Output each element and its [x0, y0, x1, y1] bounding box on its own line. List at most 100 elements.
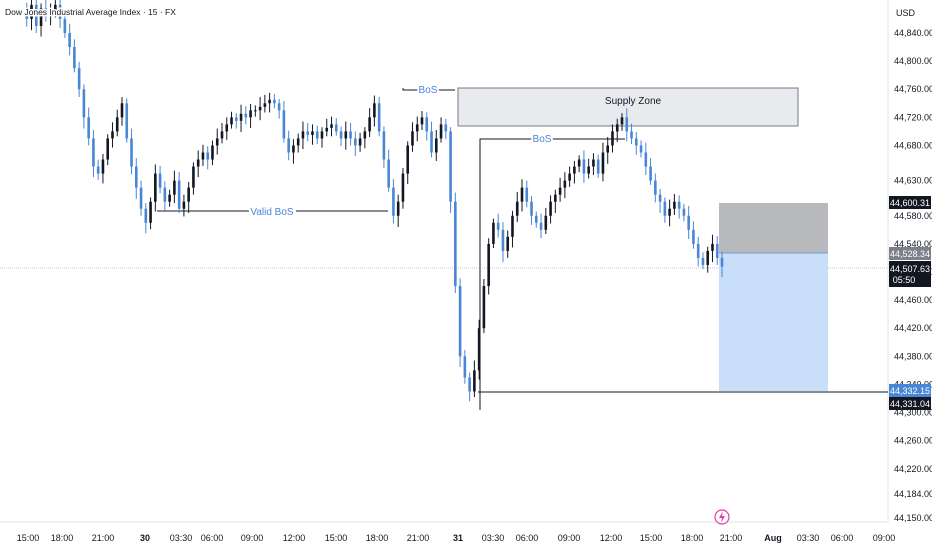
candle-body — [296, 138, 300, 146]
x-tick-label: 09:00 — [873, 533, 896, 543]
candle-body — [77, 68, 81, 90]
y-tick-label: 44,260.00 — [894, 436, 932, 446]
candle-body — [306, 131, 310, 135]
candle-body — [444, 124, 448, 132]
x-tick-label: 12:00 — [600, 533, 623, 543]
take-profit-zone[interactable] — [719, 253, 828, 391]
candle-body — [430, 131, 433, 153]
y-tick-label: 44,300.00 — [894, 408, 932, 418]
candle-body — [463, 356, 467, 378]
candle-body — [368, 117, 371, 132]
candle-body — [530, 201, 533, 216]
candle-body — [39, 8, 43, 26]
y-tick-label: 44,540.00 — [894, 239, 932, 249]
candle-body — [163, 187, 167, 202]
candle-body — [554, 194, 557, 202]
low-price-text: 44,331.04 — [890, 399, 930, 409]
candle-body — [25, 11, 29, 19]
y-tick-label: 44,420.00 — [894, 323, 932, 333]
candle-body — [706, 250, 710, 265]
candle-body — [215, 138, 219, 146]
candle-body — [644, 152, 648, 167]
candle-body — [387, 159, 390, 188]
entry-price-tag[interactable]: 44,528.34 — [889, 247, 931, 260]
low-price-tag[interactable]: 44,331.04 — [889, 397, 931, 410]
candle-body — [334, 124, 338, 132]
candle-body — [415, 124, 419, 132]
x-tick-label: 21:00 — [92, 533, 115, 543]
candle-body — [315, 131, 319, 139]
candle-body — [358, 138, 362, 146]
candle-body — [677, 201, 681, 209]
y-ticks: 44,840.00 44,800.00 44,760.00 44,720.00 44,6… — [894, 28, 932, 523]
bos-line-2[interactable] — [479, 138, 625, 410]
current-price-tag[interactable]: 44,507.63 05:50 — [889, 261, 931, 287]
candle-body — [182, 201, 186, 209]
candle-body — [492, 222, 495, 244]
candle-body — [230, 117, 233, 125]
candle-body — [211, 145, 214, 160]
candle-body — [344, 131, 348, 139]
candle-body — [49, 11, 52, 16]
candle-body — [682, 208, 686, 216]
symbol-title: Dow Jones Industrial Average Index · 15 … — [5, 7, 176, 17]
x-tick-label: 21:00 — [720, 533, 743, 543]
x-tick-label: 15:00 — [325, 533, 348, 543]
valid-bos-label: Valid BoS — [250, 207, 294, 218]
candle-body — [111, 131, 114, 139]
candle-body — [525, 187, 529, 202]
x-tick-label: 18:00 — [51, 533, 74, 543]
candle-body — [44, 8, 48, 16]
candle-body — [325, 127, 329, 132]
candle-body — [134, 166, 138, 188]
candle-body — [468, 377, 471, 392]
x-tick-label: 06:00 — [516, 533, 539, 543]
candle-body — [273, 99, 276, 104]
y-tick-label: 44,760.00 — [894, 84, 932, 94]
flash-icon[interactable] — [714, 509, 730, 525]
stop-loss-zone[interactable] — [719, 203, 828, 253]
candle-body — [496, 222, 500, 230]
x-tick-label: 06:00 — [831, 533, 854, 543]
candle-body — [277, 103, 281, 111]
candle-body — [687, 215, 690, 230]
candle-body — [720, 257, 724, 267]
candle-body — [506, 236, 510, 251]
bos-line-1[interactable] — [402, 88, 455, 91]
candle-body — [649, 166, 652, 181]
candle-body — [473, 370, 476, 392]
candle-body — [482, 286, 486, 329]
candle-body — [301, 131, 305, 139]
x-tick-label: 15:00 — [640, 533, 663, 543]
candle-body — [601, 152, 605, 174]
candle-body — [177, 180, 181, 209]
target-price-text: 44,332.15 — [890, 386, 930, 396]
x-ticks: 15:00 18:00 21:00 30 03:30 06:00 09:00 12:00 15:… — [17, 533, 896, 543]
candle-body — [363, 131, 367, 139]
x-tick-label: 18:00 — [681, 533, 704, 543]
y-tick-label: 44,150.00 — [894, 513, 932, 523]
candle-body — [225, 124, 229, 132]
candle-body — [92, 138, 95, 167]
candle-body — [244, 113, 248, 118]
candle-body — [339, 131, 343, 139]
candle-body — [96, 166, 100, 174]
candle-body — [454, 201, 457, 287]
x-tick-label: 06:00 — [201, 533, 224, 543]
candle-body — [149, 201, 152, 223]
entry-price-text: 44,528.34 — [890, 249, 930, 259]
target-price-tag[interactable]: 44,332.15 — [889, 384, 931, 397]
candle-body — [511, 215, 514, 237]
current-price-text: 44,507.63 — [890, 264, 930, 274]
candle-body — [439, 124, 443, 139]
candle-body — [487, 243, 490, 287]
candle-body — [115, 117, 119, 132]
candle-body — [220, 131, 224, 139]
candles-group — [25, 0, 724, 402]
candle-body — [173, 180, 176, 195]
candle-body — [287, 138, 290, 153]
stop-price-tag[interactable]: 44,600.31 — [889, 196, 931, 209]
candle-body — [311, 131, 314, 135]
candle-body — [330, 124, 333, 128]
